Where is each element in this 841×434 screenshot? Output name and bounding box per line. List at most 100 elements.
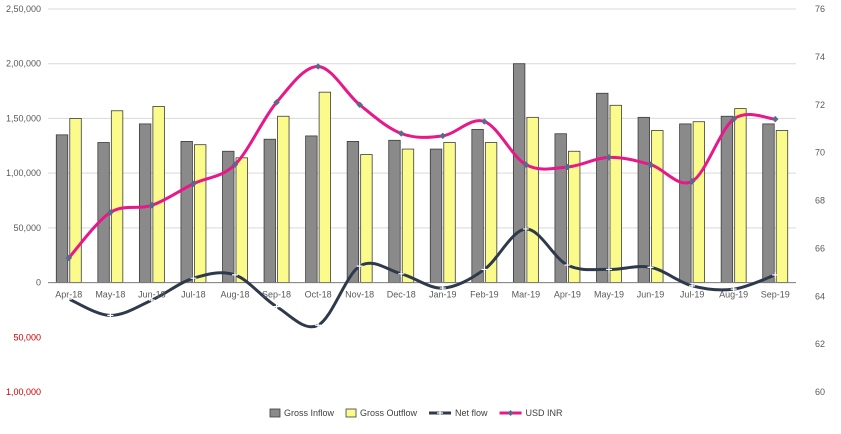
x-tick-label: May-18	[95, 290, 125, 300]
x-tick-label: Apr-18	[55, 290, 82, 300]
usd-inr-marker	[273, 99, 280, 106]
x-tick-label: Jun-18	[138, 290, 166, 300]
x-tick-label: Feb-19	[470, 290, 499, 300]
usd-inr-marker	[106, 209, 114, 216]
gross-inflow-bar	[429, 148, 443, 283]
legend-label-gross-inflow: Gross Inflow	[284, 408, 335, 418]
legend-label-net-flow: Net flow	[455, 408, 488, 418]
gross-inflow-bar	[471, 128, 484, 283]
y-left-tick-label: 2,00,000	[6, 59, 41, 69]
gross-outflow-bar	[152, 105, 165, 283]
usd-inr-marker	[439, 132, 447, 140]
net-flow-marker	[398, 270, 405, 277]
gross-outflow-bar	[692, 121, 706, 283]
net-flow-marker	[439, 285, 446, 292]
legend-marker	[437, 410, 444, 416]
gross-inflow-bar	[512, 63, 526, 283]
x-tick-label: Sep-18	[262, 290, 291, 300]
x-tick-label: Apr-19	[554, 290, 581, 300]
gross-outflow-bar	[235, 157, 248, 283]
y-left-tick-label: 2,50,000	[6, 4, 41, 14]
gross-outflow-bar	[110, 110, 124, 283]
x-tick-label: Oct-18	[305, 290, 332, 300]
net-flow-marker	[647, 264, 654, 271]
usd-inr-marker	[688, 177, 696, 185]
gross-inflow-bar	[596, 92, 609, 283]
net-flow-marker	[148, 297, 155, 304]
y-right-tick-label: 72	[815, 100, 825, 110]
gross-outflow-bar	[609, 104, 622, 283]
legend-label-usd-inr: USD INR	[526, 408, 564, 418]
gross-inflow-bar	[388, 139, 401, 283]
x-tick-label: Jan-19	[429, 290, 457, 300]
gross-inflow-bar	[55, 134, 69, 283]
net-flow-marker	[356, 263, 363, 270]
y-right-tick-label: 66	[815, 243, 825, 253]
usd-inr-marker	[65, 254, 73, 262]
usd-inr-marker	[480, 118, 488, 125]
y-left-tick-label: 50,000	[13, 332, 41, 342]
usd-inr-marker	[771, 115, 779, 123]
y-right-tick-label: 74	[815, 52, 825, 62]
net-flow-marker	[232, 271, 238, 278]
y-left-tick-label: 0	[36, 278, 41, 288]
net-flow-marker	[689, 282, 696, 289]
usd-inr-marker	[605, 154, 613, 161]
gross-outflow-bar	[775, 130, 789, 283]
net-flow-marker	[772, 271, 779, 278]
usd-inr-marker	[356, 101, 364, 109]
x-tick-label: Mar-19	[512, 290, 541, 300]
net-flow-marker	[190, 275, 197, 282]
gross-outflow-bar	[734, 108, 747, 283]
gross-inflow-bar	[263, 138, 276, 283]
y-right-tick-label: 76	[815, 4, 825, 14]
lines	[65, 63, 779, 329]
net-flow-marker	[65, 295, 72, 302]
y-right-tick-label: 68	[815, 196, 825, 206]
gross-outflow-bar	[194, 144, 207, 283]
legend-item-gross-outflow: Gross Outflow	[345, 408, 418, 418]
gross-outflow-bar	[568, 150, 581, 283]
gross-outflow-bar	[401, 148, 415, 283]
legend-item-gross-inflow: Gross Inflow	[269, 408, 335, 418]
gross-inflow-bar	[138, 123, 152, 283]
net-flow-marker	[273, 303, 280, 310]
gross-outflow-bar	[443, 142, 456, 283]
right-axis-labels: 76 74 72 70 68 66 64 62 60	[815, 4, 825, 397]
legend: Gross Inflow Gross Outflow Net flow USD INR	[269, 408, 564, 418]
y-right-tick-label: 62	[815, 339, 825, 349]
bars	[55, 63, 789, 283]
usd-inr-marker	[397, 130, 405, 137]
y-right-tick-label: 60	[815, 387, 825, 397]
y-right-tick-label: 64	[815, 291, 825, 301]
y-right-tick-label: 70	[815, 148, 825, 158]
x-tick-label: Jul-19	[680, 290, 705, 300]
gross-outflow-bar	[526, 116, 539, 283]
gross-inflow-bar	[762, 123, 775, 283]
net-flow-marker	[730, 286, 737, 293]
gross-outflow-bar	[651, 130, 664, 283]
usd-inr-marker	[190, 180, 197, 188]
legend-swatch-gross-inflow	[269, 408, 281, 418]
gross-inflow-bar	[305, 135, 318, 283]
usd-inr-marker	[522, 161, 530, 168]
net-flow-marker	[606, 266, 612, 273]
x-tick-label: Aug-19	[719, 290, 748, 300]
x-tick-label: Sep-19	[761, 290, 790, 300]
legend-swatch-gross-outflow	[345, 408, 357, 418]
gross-inflow-bar	[637, 116, 650, 283]
legend-marker	[507, 410, 514, 416]
gross-outflow-bar	[318, 91, 332, 283]
x-tick-label: Dec-18	[387, 290, 416, 300]
x-tick-label: Nov-18	[345, 290, 374, 300]
x-tick-labels: Apr-18 May-18 Jun-18 Jul-18 Aug-18 Sep-18 Oct-…	[55, 290, 789, 300]
net-flow-marker	[107, 312, 114, 319]
net-flow-marker	[522, 225, 529, 232]
usd-inr-marker	[647, 161, 654, 168]
net-flow-marker	[564, 262, 571, 269]
net-flow-marker	[481, 266, 488, 273]
y-left-tick-label: 50,000	[13, 223, 41, 233]
usd-inr-marker	[730, 115, 738, 123]
